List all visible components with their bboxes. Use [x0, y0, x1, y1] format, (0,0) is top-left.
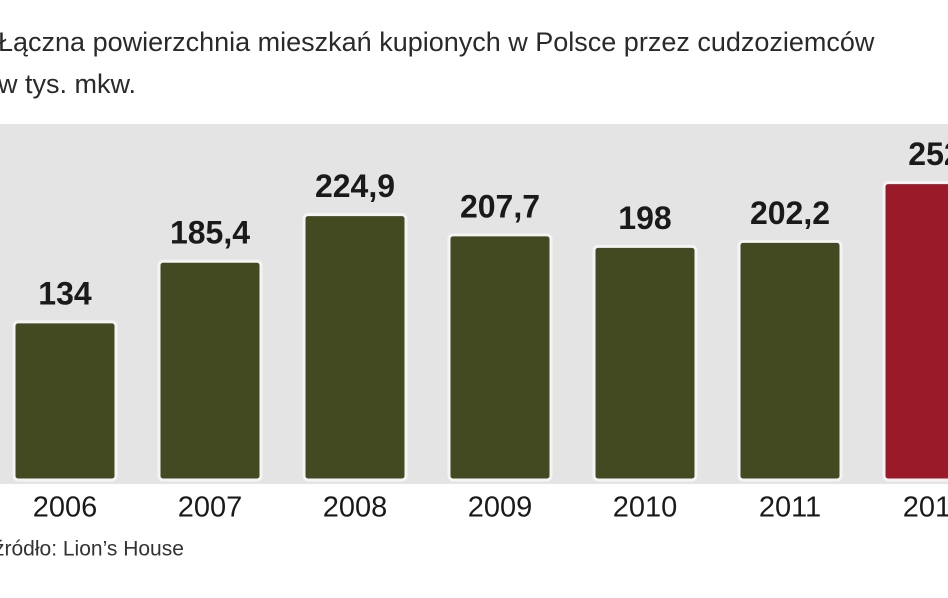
- bar: [12, 320, 118, 482]
- bar: [157, 259, 263, 482]
- x-tick-label: 2007: [178, 492, 243, 524]
- value-label: 252: [908, 136, 948, 172]
- bar: [302, 213, 408, 482]
- source: źródło: Lion’s House: [0, 538, 184, 561]
- x-tick-label: 2012: [903, 492, 948, 524]
- x-tick-label: 2010: [613, 492, 678, 524]
- x-tick-label: 2011: [759, 492, 821, 524]
- x-tick-label: 2008: [323, 492, 388, 524]
- value-label: 202,2: [750, 195, 830, 231]
- bar: [592, 244, 698, 482]
- value-label: 185,4: [170, 215, 250, 251]
- value-label: 134: [38, 275, 92, 311]
- bar: [882, 181, 948, 482]
- value-label: 198: [618, 200, 671, 236]
- value-label: 224,9: [315, 168, 395, 204]
- bar: [447, 233, 553, 482]
- chart-subtitle: w tys. mkw.: [0, 69, 136, 99]
- x-tick-label: 2006: [33, 492, 98, 524]
- value-label: 207,7: [460, 188, 540, 224]
- x-tick-label: 2009: [468, 492, 533, 524]
- bar: [737, 239, 843, 482]
- chart-title: Łączna powierzchnia mieszkań kupionych w…: [0, 27, 875, 57]
